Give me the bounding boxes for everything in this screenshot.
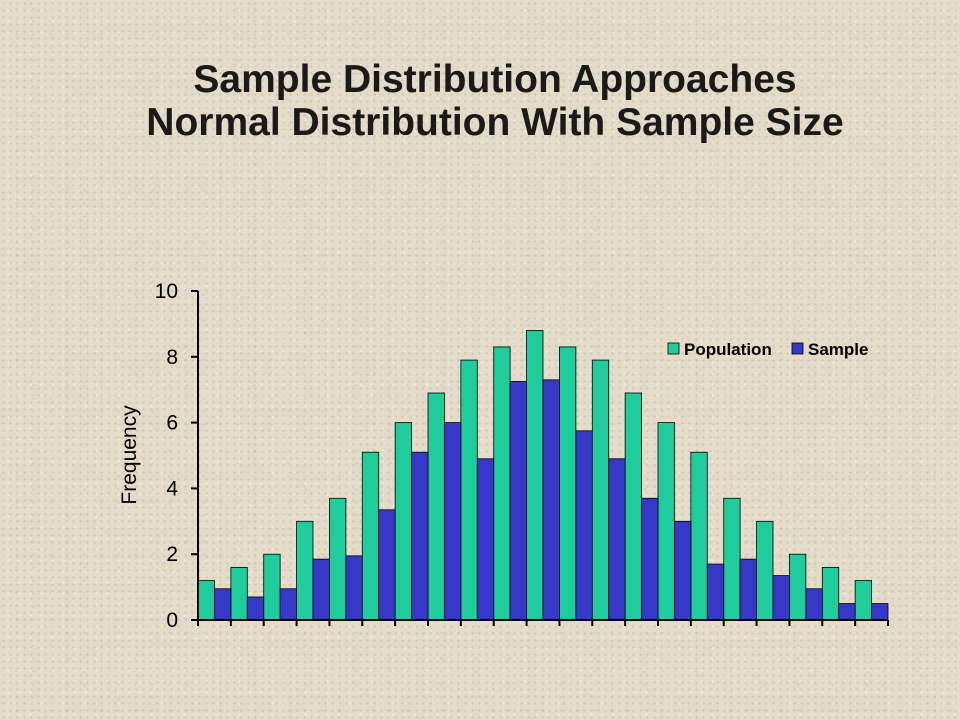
y-tick-label: 4 — [166, 477, 178, 500]
bar-population-4 — [296, 520, 314, 621]
y-tick-label: 6 — [166, 412, 178, 435]
bar-population-8 — [427, 392, 445, 621]
bar-population-1 — [197, 580, 215, 621]
bar-sample-17 — [739, 558, 757, 621]
bar-sample-10 — [509, 381, 527, 621]
bar-population-21 — [854, 580, 872, 621]
bar-sample-15 — [674, 520, 692, 621]
legend-swatch-population — [667, 342, 680, 355]
slide-title: Sample Distribution Approaches Normal Di… — [0, 58, 960, 144]
title-line-2: Normal Distribution With Sample Size — [146, 101, 844, 144]
legend-swatch-sample — [791, 342, 804, 355]
y-axis-title: Frequency — [118, 405, 141, 505]
bar-sample-19 — [805, 588, 823, 621]
bar-population-18 — [756, 520, 774, 621]
title-line-1: Sample Distribution Approaches — [193, 58, 797, 101]
bar-population-17 — [723, 497, 741, 621]
bar-population-11 — [526, 330, 544, 621]
bar-sample-14 — [641, 497, 659, 621]
legend-label-sample: Sample — [808, 340, 868, 359]
bar-sample-5 — [345, 555, 363, 621]
bar-sample-16 — [706, 563, 725, 621]
bar-sample-6 — [378, 509, 396, 621]
bar-population-3 — [263, 553, 281, 621]
y-tick-label: 0 — [166, 609, 178, 632]
bar-sample-2 — [246, 596, 265, 621]
bar-population-2 — [230, 566, 248, 621]
bar-sample-12 — [575, 430, 593, 621]
bar-sample-13 — [608, 458, 626, 621]
bar-sample-7 — [411, 451, 429, 621]
bar-population-10 — [493, 346, 511, 621]
bar-population-9 — [460, 359, 478, 621]
legend: Population Sample — [667, 340, 868, 359]
bar-sample-20 — [838, 603, 856, 621]
bar-sample-9 — [476, 458, 495, 621]
bar-population-7 — [394, 422, 412, 621]
bar-sample-21 — [871, 603, 889, 621]
bar-population-19 — [789, 553, 807, 621]
bar-population-14 — [624, 392, 642, 621]
y-tick-label: 2 — [166, 543, 178, 566]
y-tick-label: 10 — [155, 280, 178, 303]
bar-sample-3 — [279, 588, 297, 621]
bar-sample-1 — [214, 588, 232, 621]
bar-sample-18 — [772, 575, 790, 621]
bar-population-20 — [821, 566, 840, 621]
bar-population-6 — [361, 451, 380, 621]
bar-sample-11 — [542, 379, 560, 621]
bar-population-5 — [329, 497, 347, 621]
bar-population-15 — [657, 422, 675, 621]
bar-population-12 — [559, 346, 577, 621]
axes-group — [191, 290, 889, 626]
y-tick-label: 8 — [166, 346, 178, 369]
bar-sample-4 — [312, 558, 330, 621]
bar-population-13 — [591, 359, 610, 621]
bar-sample-8 — [444, 422, 462, 621]
bar-population-16 — [690, 451, 708, 621]
bars-group — [197, 330, 889, 621]
ticks-group: 0 2 4 6 8 10 — [155, 280, 179, 632]
legend-label-population: Population — [684, 340, 772, 359]
